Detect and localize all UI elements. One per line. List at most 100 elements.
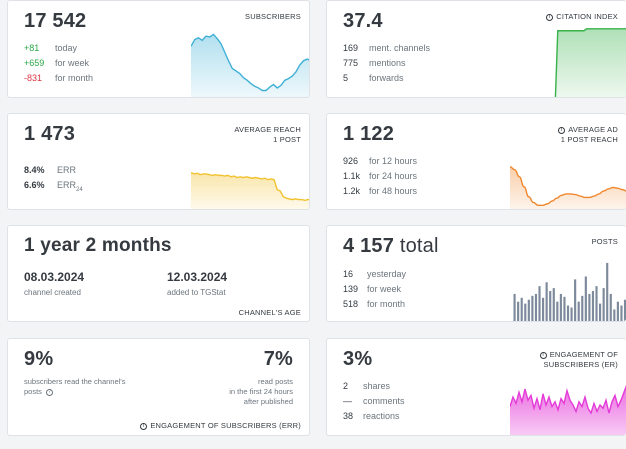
- ad-reach-trend-area: [510, 166, 626, 209]
- posts-card[interactable]: 4 157 total POSTS 16 yesterday 139 for w…: [326, 225, 626, 322]
- citation-card[interactable]: 37.4 i CITATION INDEX 169 ment. channels …: [326, 0, 626, 98]
- age-label: CHANNEL'S AGE: [238, 308, 301, 317]
- err24-text: ERR24: [57, 180, 83, 193]
- added-text: added to TGStat: [167, 288, 226, 297]
- posts-bar: [599, 303, 602, 321]
- posts-week-value: 139: [343, 284, 359, 294]
- er-shares-text: shares: [363, 381, 391, 391]
- subscribers-today-text: today: [55, 43, 78, 53]
- posts-bar: [552, 288, 555, 321]
- ad-reach-label-line2: 1 POST REACH: [560, 135, 618, 144]
- subscribers-row-month: -831 for month: [24, 73, 93, 83]
- er-label: i ENGAGEMENT OF SUBSCRIBERS (ER): [539, 350, 618, 370]
- reach-label: AVERAGE REACH 1 POST: [234, 125, 301, 145]
- er-reactions-value: 38: [343, 411, 354, 421]
- subscribers-today-value: +81: [24, 43, 40, 53]
- ad-reach-48h-value: 1.2k: [343, 186, 361, 196]
- info-icon[interactable]: i: [558, 126, 566, 134]
- err24-sub: 24: [76, 186, 83, 193]
- citation-chart[interactable]: [510, 21, 626, 98]
- ad-reach-24h-text: for 24 hours: [369, 171, 418, 181]
- err-value: 8.4%: [24, 165, 45, 175]
- er-chart[interactable]: [510, 373, 626, 436]
- subscribers-card[interactable]: 17 542 SUBSCRIBERS +81 today +659 for we…: [7, 0, 310, 98]
- ad-reach-row-12h: 926 for 12 hours: [343, 156, 417, 166]
- posts-bar: [584, 276, 587, 321]
- reach-chart[interactable]: [191, 154, 310, 210]
- err-left-line2-text: posts: [24, 387, 42, 396]
- er-comments-text: comments: [363, 396, 405, 406]
- er-row-reactions: 38 reactions: [343, 411, 400, 421]
- info-icon[interactable]: i: [140, 422, 148, 430]
- posts-row-month: 518 for month: [343, 299, 405, 309]
- subscribers-month-text: for month: [55, 73, 94, 83]
- subscribers-row-today: +81 today: [24, 43, 77, 53]
- citation-forwards-value: 5: [343, 73, 349, 83]
- posts-bar: [534, 293, 538, 321]
- subscribers-week-text: for week: [55, 58, 90, 68]
- subscribers-trend-area: [191, 34, 309, 97]
- posts-bar: [574, 279, 577, 321]
- ad-reach-label-line1: i AVERAGE AD: [558, 125, 618, 135]
- er-card[interactable]: 3% i ENGAGEMENT OF SUBSCRIBERS (ER) 2 sha…: [326, 338, 626, 436]
- reach-row-err: 8.4% ERR: [24, 165, 76, 175]
- er-row-shares: 2 shares: [343, 381, 390, 391]
- added-date: 12.03.2024: [167, 270, 228, 284]
- citation-mentions-text: mentions: [369, 58, 406, 68]
- citation-trend-line: [554, 28, 626, 97]
- er-shares-value: 2: [343, 381, 349, 391]
- posts-bar: [616, 301, 619, 321]
- reach-label-line2: 1 POST: [273, 135, 301, 144]
- posts-yesterday-value: 16: [343, 269, 354, 279]
- err24-text-main: ERR: [57, 180, 77, 190]
- subscribers-trend-line: [191, 33, 309, 92]
- info-icon[interactable]: i: [539, 351, 547, 359]
- posts-bar: [527, 299, 530, 321]
- er-label-line1-text: ENGAGEMENT OF: [549, 350, 618, 359]
- posts-bar: [581, 295, 584, 321]
- subscribers-chart[interactable]: [191, 31, 310, 98]
- citation-forwards-text: forwards: [369, 73, 404, 83]
- citation-channels-value: 169: [343, 43, 359, 53]
- err24-percent: 7%: [263, 348, 293, 370]
- ad-reach-value: 1 122: [343, 123, 395, 145]
- ad-reach-card[interactable]: 1 122 i AVERAGE AD 1 POST REACH 926 for 1…: [326, 113, 626, 210]
- er-label-line2: SUBSCRIBERS (ER): [543, 360, 618, 369]
- err-left-line1: subscribers read the channel's: [24, 377, 126, 386]
- citation-mentions-value: 775: [343, 58, 359, 68]
- posts-bar: [559, 293, 562, 321]
- reach-row-err24: 6.6% ERR24: [24, 180, 83, 193]
- subscribers-month-value: -831: [24, 73, 43, 83]
- citation-row-mentions: 775 mentions: [343, 58, 406, 68]
- channel-age-value: 1 year 2 months: [24, 235, 172, 256]
- posts-bar: [566, 305, 570, 321]
- err-card[interactable]: 9% subscribers read the channel's posts …: [7, 338, 310, 436]
- created-text: channel created: [24, 288, 81, 297]
- info-icon[interactable]: i: [546, 13, 554, 21]
- ad-reach-chart[interactable]: [510, 154, 626, 210]
- ad-reach-12h-value: 926: [343, 156, 359, 166]
- posts-bar: [623, 299, 626, 321]
- posts-bar: [588, 293, 591, 321]
- posts-bar: [563, 296, 566, 321]
- ad-reach-row-48h: 1.2k for 48 hours: [343, 186, 417, 196]
- question-icon[interactable]: ?: [46, 388, 54, 396]
- reach-card[interactable]: 1 473 AVERAGE REACH 1 POST 8.4% ERR 6.6%…: [7, 113, 310, 210]
- citation-index-value: 37.4: [343, 10, 383, 32]
- posts-bar: [620, 305, 623, 321]
- subscribers-label: SUBSCRIBERS: [245, 12, 301, 21]
- posts-bar: [538, 286, 541, 321]
- posts-bar: [517, 301, 520, 321]
- err-right-line1: read posts: [257, 377, 293, 386]
- posts-bar: [613, 309, 616, 321]
- posts-week-text: for week: [367, 284, 402, 294]
- err-label: i ENGAGEMENT OF SUBSCRIBERS (ERR): [140, 421, 301, 431]
- er-value: 3%: [343, 348, 373, 370]
- er-comments-value: —: [343, 396, 352, 406]
- er-label-line1: i ENGAGEMENT OF: [539, 350, 618, 360]
- posts-bar: [545, 282, 548, 321]
- age-card[interactable]: 1 year 2 months 08.03.2024 channel creat…: [7, 225, 310, 322]
- posts-chart[interactable]: [513, 256, 626, 322]
- err-read-percent: 9%: [24, 348, 54, 370]
- posts-total: 4 157 total: [343, 235, 439, 258]
